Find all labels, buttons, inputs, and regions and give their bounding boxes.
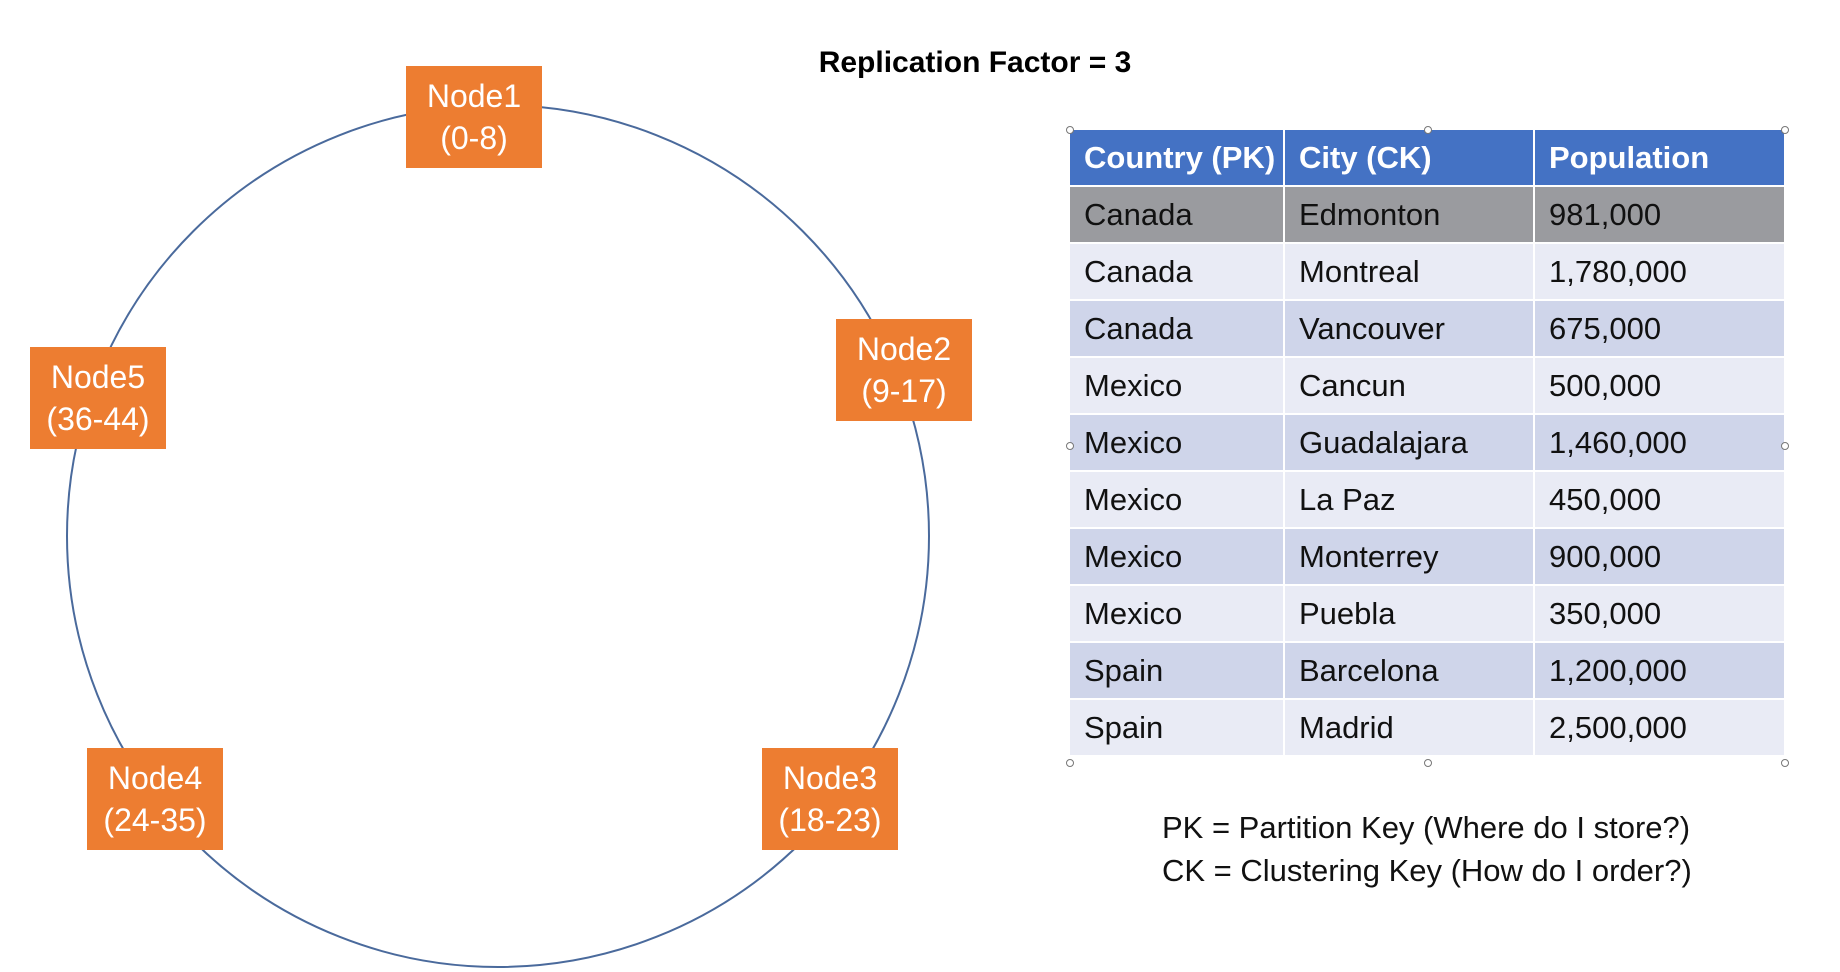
cell-city[interactable]: Cancun xyxy=(1284,357,1535,415)
legend-partition-key: PK = Partition Key (Where do I store?) xyxy=(1162,810,1691,845)
population-table[interactable]: Country (PK) City (CK) Population Canada… xyxy=(1070,130,1786,757)
cell-city[interactable]: Madrid xyxy=(1284,699,1535,757)
cell-country[interactable]: Spain xyxy=(1070,699,1285,757)
table-row[interactable]: Canada Vancouver 675,000 xyxy=(1070,300,1786,358)
cell-city[interactable]: Puebla xyxy=(1284,585,1535,643)
resize-handle-bottom-middle[interactable] xyxy=(1424,759,1432,767)
cell-city[interactable]: Montreal xyxy=(1284,243,1535,301)
cell-country[interactable]: Mexico xyxy=(1070,414,1285,472)
cell-population[interactable]: 900,000 xyxy=(1534,528,1786,586)
ring-node-2[interactable]: Node2 (9-17) xyxy=(836,319,972,421)
node-name: Node2 xyxy=(856,331,952,367)
cell-population[interactable]: 500,000 xyxy=(1534,357,1786,415)
cell-population[interactable]: 675,000 xyxy=(1534,300,1786,358)
header-population[interactable]: Population xyxy=(1534,130,1786,187)
resize-handle-top-right[interactable] xyxy=(1781,126,1789,134)
header-country[interactable]: Country (PK) xyxy=(1070,130,1285,187)
ring-node-3[interactable]: Node3 (18-23) xyxy=(762,748,898,850)
cell-country[interactable]: Mexico xyxy=(1070,471,1285,529)
resize-handle-bottom-right[interactable] xyxy=(1781,759,1789,767)
ring-node-5[interactable]: Node5 (36-44) xyxy=(30,347,166,449)
legend-clustering-key: CK = Clustering Key (How do I order?) xyxy=(1162,853,1692,888)
table-row[interactable]: Mexico Cancun 500,000 xyxy=(1070,357,1786,415)
table-row[interactable]: Mexico Monterrey 900,000 xyxy=(1070,528,1786,586)
cell-city[interactable]: Monterrey xyxy=(1284,528,1535,586)
cell-population[interactable]: 981,000 xyxy=(1534,186,1786,244)
ring-node-4[interactable]: Node4 (24-35) xyxy=(87,748,223,850)
cell-country[interactable]: Canada xyxy=(1070,186,1285,244)
cell-country[interactable]: Mexico xyxy=(1070,528,1285,586)
table-row[interactable]: Mexico Puebla 350,000 xyxy=(1070,585,1786,643)
table-row[interactable]: Mexico Guadalajara 1,460,000 xyxy=(1070,414,1786,472)
cell-city[interactable]: Vancouver xyxy=(1284,300,1535,358)
node-name: Node3 xyxy=(782,760,878,796)
cell-country[interactable]: Spain xyxy=(1070,642,1285,700)
key-legend: PK = Partition Key (Where do I store?) C… xyxy=(1162,806,1692,892)
node-token-range: (18-23) xyxy=(778,802,882,838)
population-table-frame[interactable]: Country (PK) City (CK) Population Canada… xyxy=(1070,130,1786,763)
cell-country[interactable]: Mexico xyxy=(1070,357,1285,415)
ring-node-1[interactable]: Node1 (0-8) xyxy=(406,66,542,168)
node-name: Node4 xyxy=(107,760,203,796)
table-row[interactable]: Spain Barcelona 1,200,000 xyxy=(1070,642,1786,700)
table-header-row: Country (PK) City (CK) Population xyxy=(1070,130,1786,187)
node-token-range: (9-17) xyxy=(861,373,947,409)
cell-city[interactable]: Edmonton xyxy=(1284,186,1535,244)
resize-handle-middle-left[interactable] xyxy=(1066,442,1074,450)
cell-population[interactable]: 1,780,000 xyxy=(1534,243,1786,301)
node-token-range: (36-44) xyxy=(46,401,150,437)
node-name: Node5 xyxy=(50,359,146,395)
cell-population[interactable]: 1,460,000 xyxy=(1534,414,1786,472)
resize-handle-top-middle[interactable] xyxy=(1424,126,1432,134)
cell-population[interactable]: 2,500,000 xyxy=(1534,699,1786,757)
cell-country[interactable]: Mexico xyxy=(1070,585,1285,643)
cell-population[interactable]: 350,000 xyxy=(1534,585,1786,643)
node-token-range: (24-35) xyxy=(103,802,207,838)
slide-title: Replication Factor = 3 xyxy=(818,46,1132,79)
cell-country[interactable]: Canada xyxy=(1070,300,1285,358)
table-row[interactable]: Canada Montreal 1,780,000 xyxy=(1070,243,1786,301)
table-row[interactable]: Canada Edmonton 981,000 xyxy=(1070,186,1786,244)
cell-population[interactable]: 1,200,000 xyxy=(1534,642,1786,700)
table-row[interactable]: Mexico La Paz 450,000 xyxy=(1070,471,1786,529)
cell-country[interactable]: Canada xyxy=(1070,243,1285,301)
cell-population[interactable]: 450,000 xyxy=(1534,471,1786,529)
cell-city[interactable]: La Paz xyxy=(1284,471,1535,529)
cell-city[interactable]: Barcelona xyxy=(1284,642,1535,700)
node-name: Node1 xyxy=(426,78,522,114)
table-row[interactable]: Spain Madrid 2,500,000 xyxy=(1070,699,1786,757)
resize-handle-middle-right[interactable] xyxy=(1781,442,1789,450)
resize-handle-top-left[interactable] xyxy=(1066,126,1074,134)
resize-handle-bottom-left[interactable] xyxy=(1066,759,1074,767)
header-city[interactable]: City (CK) xyxy=(1284,130,1535,187)
node-token-range: (0-8) xyxy=(440,120,508,156)
cell-city[interactable]: Guadalajara xyxy=(1284,414,1535,472)
